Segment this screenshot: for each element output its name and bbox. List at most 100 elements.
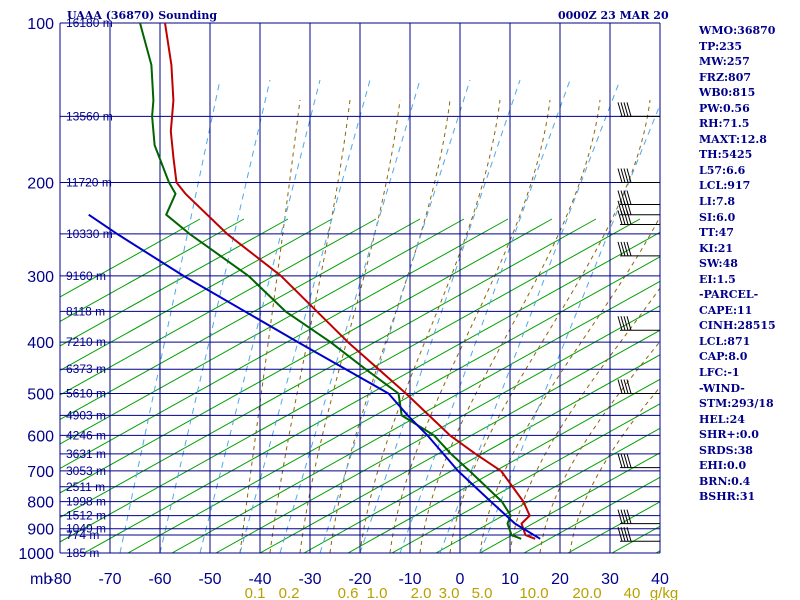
mixing-ratio-lines xyxy=(119,79,660,553)
mixing-ratio-label: 1.0 xyxy=(367,585,388,600)
dry-adiabat-line xyxy=(83,231,660,553)
wind-barb-flag xyxy=(626,200,632,215)
dry-adiabat-line xyxy=(347,378,660,553)
wind-barb-flag xyxy=(620,168,626,183)
wind-barb xyxy=(617,102,660,117)
index-item: L57:6.6 xyxy=(699,163,746,177)
dry-adiabat-line xyxy=(60,218,245,322)
pressure-tick-label: 600 xyxy=(27,428,54,445)
index-item: MAXT:12.8 xyxy=(699,132,767,146)
dry-adiabat-line xyxy=(127,256,660,553)
mixing-ratio-line xyxy=(279,79,421,553)
wind-barb-flag xyxy=(617,241,623,256)
index-item: PW:0.56 xyxy=(699,101,750,115)
wind-barb-flag xyxy=(620,453,626,468)
pressure-tick-label: 800 xyxy=(27,495,54,512)
dry-adiabat-line xyxy=(60,218,641,543)
height-label: 4246 m xyxy=(66,428,106,442)
mixing-ratio-label: 20.0 xyxy=(572,585,601,600)
index-item: SI:6.0 xyxy=(699,210,736,224)
moist-adiabat-line xyxy=(389,99,551,553)
index-item: STM:293/18 xyxy=(699,397,774,411)
mixing-ratio-line xyxy=(359,79,521,553)
temperature-tick-label: 0 xyxy=(456,571,465,588)
wind-barb-flag xyxy=(623,316,629,331)
mixing-ratio-label: 0.2 xyxy=(279,585,300,600)
temperature-tick-label: -40 xyxy=(248,571,271,588)
wind-barb-flag xyxy=(620,509,626,524)
height-label: 4903 m xyxy=(66,408,106,422)
height-label: 9160 m xyxy=(66,269,106,283)
mixing-ratio-label: 0.6 xyxy=(338,585,359,600)
index-item: CINH:28515 xyxy=(699,319,776,333)
dry-adiabat-line xyxy=(303,354,660,553)
mixing-ratio-line xyxy=(399,79,571,553)
time-title: 0000Z 23 MAR 20 xyxy=(558,9,669,22)
height-labels: 16180 m 13560 m 11720 m 10330 m 9160 m 8118 m… xyxy=(66,16,113,560)
moist-adiabat-line xyxy=(479,215,660,553)
index-item: WB0:815 xyxy=(699,86,756,100)
wind-barb-flag xyxy=(623,241,629,256)
index-item: LI:7.8 xyxy=(699,195,736,209)
temperature-tick-label: 10 xyxy=(501,571,519,588)
dry-adiabat-line xyxy=(523,476,660,553)
wind-barb-flag xyxy=(626,190,632,205)
index-item: FRZ:807 xyxy=(699,70,752,84)
wind-barb-flag xyxy=(620,210,626,225)
wind-barb xyxy=(617,168,660,184)
sounding-traces xyxy=(88,23,541,540)
wind-barb-flag xyxy=(617,453,623,468)
mixing-ratio-label: 2.0 xyxy=(411,585,432,600)
temperature-tick-label: 30 xyxy=(601,571,619,588)
sounding-trace-0 xyxy=(164,23,536,540)
wind-barb-flag xyxy=(620,379,626,394)
wind-barb-flag xyxy=(617,210,623,225)
dry-adiabat-line xyxy=(60,218,289,347)
mixing-ratio-line xyxy=(479,103,660,553)
wind-barb-flag xyxy=(626,102,632,117)
pressure-tick-label: 100 xyxy=(27,16,54,33)
mixing-ratio-line xyxy=(239,79,371,553)
index-item: BRN:0.4 xyxy=(699,474,751,488)
height-label: 8118 m xyxy=(66,304,105,318)
height-label: 5610 m xyxy=(66,386,106,400)
wind-barb-flag xyxy=(623,527,629,542)
wind-barb-flag xyxy=(623,379,629,394)
wind-barb-flag xyxy=(623,102,629,117)
pressure-tick-label: 900 xyxy=(27,522,54,539)
moist-adiabat-line xyxy=(359,99,501,553)
height-label: 16180 m xyxy=(66,16,113,30)
pressure-tick-label: 700 xyxy=(27,464,54,481)
pressure-tick-label: 300 xyxy=(27,269,54,286)
index-item: MW:257 xyxy=(699,55,750,69)
temperature-tick-label: -30 xyxy=(298,571,321,588)
mixing-ratio-line xyxy=(119,79,221,553)
index-item: SRDS:38 xyxy=(699,443,753,457)
dry-adiabat-line xyxy=(60,218,553,494)
index-item: LFC:-1 xyxy=(699,366,740,380)
wind-barb xyxy=(617,379,660,394)
wind-barb-flag xyxy=(620,241,626,256)
moist-adiabat-line xyxy=(509,287,660,553)
temperature-tick-label: -60 xyxy=(148,571,171,588)
index-item: KI:21 xyxy=(699,241,734,255)
dry-adiabat-line xyxy=(60,218,597,518)
dry-adiabat-line xyxy=(171,280,660,553)
moist-adiabat-line xyxy=(539,340,660,553)
temperature-tick-label: -20 xyxy=(348,571,371,588)
mixing-ratio-label: 0.1 xyxy=(245,585,266,600)
dry-adiabat-line xyxy=(60,218,377,396)
ylabel: mb xyxy=(30,571,52,588)
sounding-trace-1 xyxy=(139,23,522,540)
temperature-tick-label: -80 xyxy=(48,571,71,588)
index-item: -WIND- xyxy=(699,381,745,395)
wind-barb-flag xyxy=(617,316,623,331)
temperature-tick-label: -10 xyxy=(398,571,421,588)
grid-lines xyxy=(59,22,661,554)
index-item: HEL:24 xyxy=(699,412,745,426)
indices-panel: WMO:36870 TP:235 MW:257 FRZ:807 WB0:815 PW:0.… xyxy=(699,23,776,505)
pressure-tick-label: 200 xyxy=(27,176,54,193)
moist-adiabat-line xyxy=(569,386,660,553)
wind-barb-flag xyxy=(626,379,632,394)
